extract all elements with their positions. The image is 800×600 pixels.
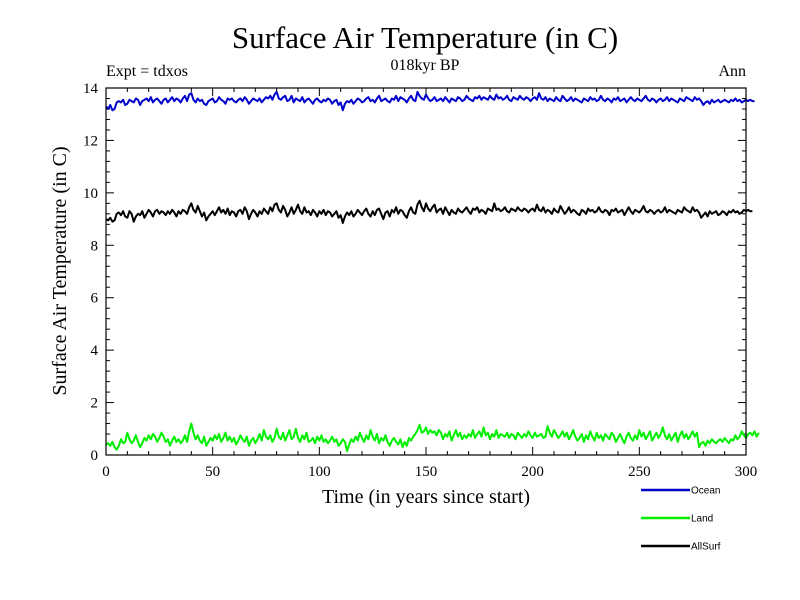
plot-lines (105, 90, 760, 453)
y-axis-label: Surface Air Temperature (in C) (49, 146, 71, 395)
x-tick-label: 200 (521, 464, 544, 480)
series-line-land (105, 422, 760, 453)
y-tick-label: 14 (83, 81, 99, 97)
legend: Ocean Land AllSurf (641, 486, 721, 553)
legend-label-ocean: Ocean (691, 486, 720, 497)
y-tick-label: 6 (91, 291, 99, 307)
x-tick-label: 100 (308, 464, 331, 480)
x-tick-label: 250 (628, 464, 651, 480)
y-tick-label: 10 (83, 186, 98, 202)
chart-subtitle: 018kyr BP (391, 57, 460, 74)
series-line-allsurf (105, 199, 753, 224)
legend-label-allsurf: AllSurf (691, 542, 721, 553)
x-tick-label: 300 (735, 464, 758, 480)
plot-frame (105, 87, 747, 456)
series-line-ocean (105, 90, 755, 112)
x-tick-label: 150 (415, 464, 438, 480)
tick-labels: 0 50 100 150 200 250 300 0 2 4 6 8 10 12 14 (83, 81, 757, 480)
y-tick-label: 4 (91, 343, 99, 359)
y-tick-label: 12 (83, 133, 98, 149)
x-tick-label: 50 (205, 464, 220, 480)
y-tick-label: 0 (91, 448, 99, 464)
legend-label-land: Land (691, 514, 713, 525)
x-axis-label: Time (in years since start) (322, 486, 530, 508)
chart-title: Surface Air Temperature (in C) (232, 20, 618, 55)
season-label: Ann (718, 63, 746, 80)
experiment-label: Expt = tdxos (106, 63, 188, 80)
x-tick-label: 0 (102, 464, 110, 480)
axis-ticks (105, 87, 747, 456)
y-tick-label: 8 (91, 238, 99, 254)
y-tick-label: 2 (91, 396, 99, 412)
